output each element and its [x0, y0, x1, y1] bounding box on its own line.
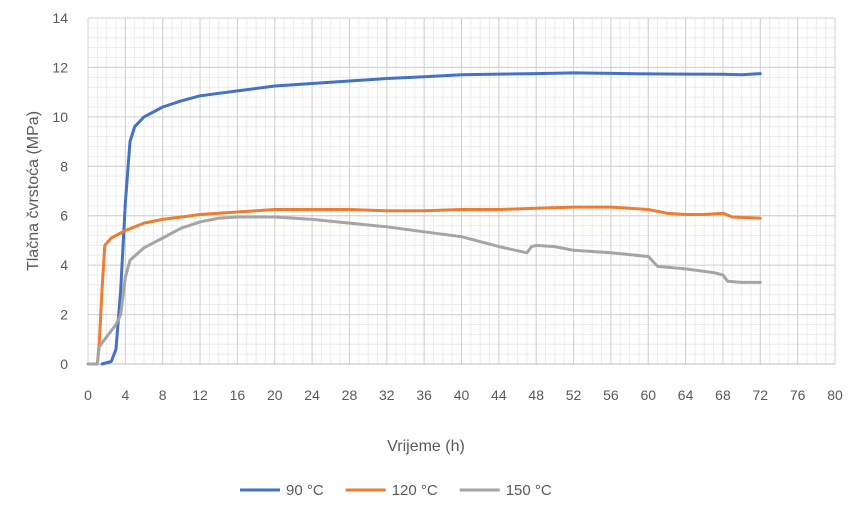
- series-lines: [86, 71, 762, 366]
- x-axis-title: Vrijeme (h): [387, 438, 465, 455]
- x-tick-label: 44: [491, 387, 507, 403]
- x-tick-label: 4: [121, 387, 129, 403]
- x-tick-label: 32: [379, 387, 395, 403]
- y-tick-label: 4: [60, 257, 68, 273]
- y-tick-label: 10: [52, 109, 68, 125]
- y-tick-label: 14: [52, 10, 68, 26]
- x-tick-label: 80: [827, 387, 843, 403]
- x-tick-label: 52: [566, 387, 582, 403]
- x-tick-label: 72: [753, 387, 769, 403]
- x-tick-label: 68: [715, 387, 731, 403]
- x-tick-label: 20: [267, 387, 283, 403]
- major-gridlines: [87, 17, 836, 365]
- y-tick-label: 2: [60, 307, 68, 323]
- x-tick-label: 36: [416, 387, 432, 403]
- x-tick-label: 40: [454, 387, 470, 403]
- x-tick-label: 28: [342, 387, 358, 403]
- x-tick-label: 56: [603, 387, 619, 403]
- y-tick-label: 8: [60, 158, 68, 174]
- x-tick-label: 8: [159, 387, 167, 403]
- series-line: [86, 215, 762, 366]
- x-tick-label: 16: [230, 387, 246, 403]
- x-tick-label: 0: [84, 387, 92, 403]
- x-axis-tick-labels: 0 4 8 12 16 20 24 28 32 36 40 44 48 52 56 60 64 68 72 76 80: [84, 387, 843, 403]
- y-tick-label: 12: [52, 59, 68, 75]
- x-tick-label: 60: [640, 387, 656, 403]
- legend-label: 120 °C: [392, 482, 438, 499]
- legend: 90 °C 120 °C 150 °C: [240, 482, 552, 499]
- series-line: [95, 205, 762, 366]
- y-tick-label: 6: [60, 208, 68, 224]
- x-tick-label: 48: [528, 387, 544, 403]
- x-tick-label: 12: [192, 387, 208, 403]
- y-tick-label: 0: [60, 356, 68, 372]
- x-tick-label: 24: [304, 387, 320, 403]
- y-axis-title: Tlačna čvrstoća (MPa): [25, 111, 42, 271]
- x-tick-label: 76: [790, 387, 806, 403]
- y-axis-tick-labels: 0 2 4 6 8 10 12 14: [52, 10, 68, 372]
- series-line: [100, 71, 762, 366]
- legend-label: 90 °C: [286, 482, 324, 499]
- x-tick-label: 64: [678, 387, 694, 403]
- legend-label: 150 °C: [506, 482, 552, 499]
